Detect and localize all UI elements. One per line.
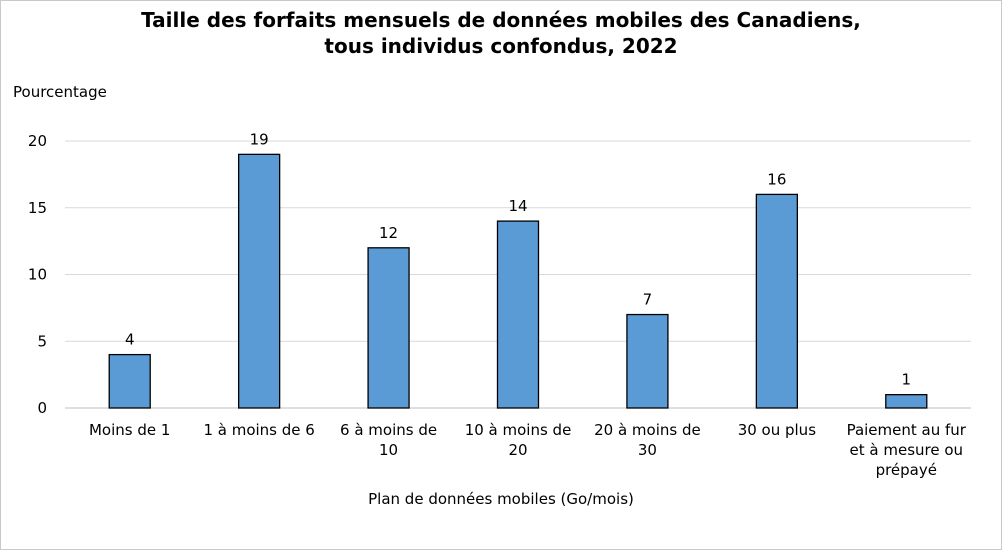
y-tick-label: 15 <box>28 199 47 217</box>
data-label: 1 <box>902 371 912 389</box>
x-axis-label: Plan de données mobiles (Go/mois) <box>368 490 634 508</box>
y-tick-label: 10 <box>28 266 47 284</box>
chart-title: Taille des forfaits mensuels de données … <box>1 7 1001 59</box>
bar <box>367 247 410 409</box>
data-label: 12 <box>379 224 398 242</box>
y-tick-label: 20 <box>28 132 47 150</box>
bar <box>496 220 540 409</box>
data-label: 4 <box>125 331 135 349</box>
y-tick-label: 0 <box>37 399 47 417</box>
bar <box>885 393 928 409</box>
bar <box>237 153 281 409</box>
x-tick-label: 1 à moins de 6 <box>203 421 314 439</box>
bar <box>626 313 669 409</box>
bar <box>755 193 799 409</box>
x-tick-label: 6 à moins de 10 <box>340 421 437 459</box>
data-label: 14 <box>508 197 527 215</box>
chart-title-line-1: Taille des forfaits mensuels de données … <box>141 8 861 32</box>
y-tick-label: 5 <box>37 332 47 350</box>
x-tick-label: 20 à moins de 30 <box>594 421 701 459</box>
data-label: 7 <box>643 291 653 309</box>
data-label: 19 <box>250 130 269 148</box>
x-tick-label: Moins de 1 <box>89 421 170 439</box>
chart-title-line-2: tous individus confondus, 2022 <box>324 34 678 58</box>
x-tick-label: 10 à moins de 20 <box>465 421 572 459</box>
y-axis-label: Pourcentage <box>13 83 107 101</box>
x-tick-label: 30 ou plus <box>738 421 817 439</box>
data-label: 16 <box>767 170 786 188</box>
bar <box>108 353 151 409</box>
x-tick-label: Paiement au fur et à mesure ou prépayé <box>847 421 967 479</box>
